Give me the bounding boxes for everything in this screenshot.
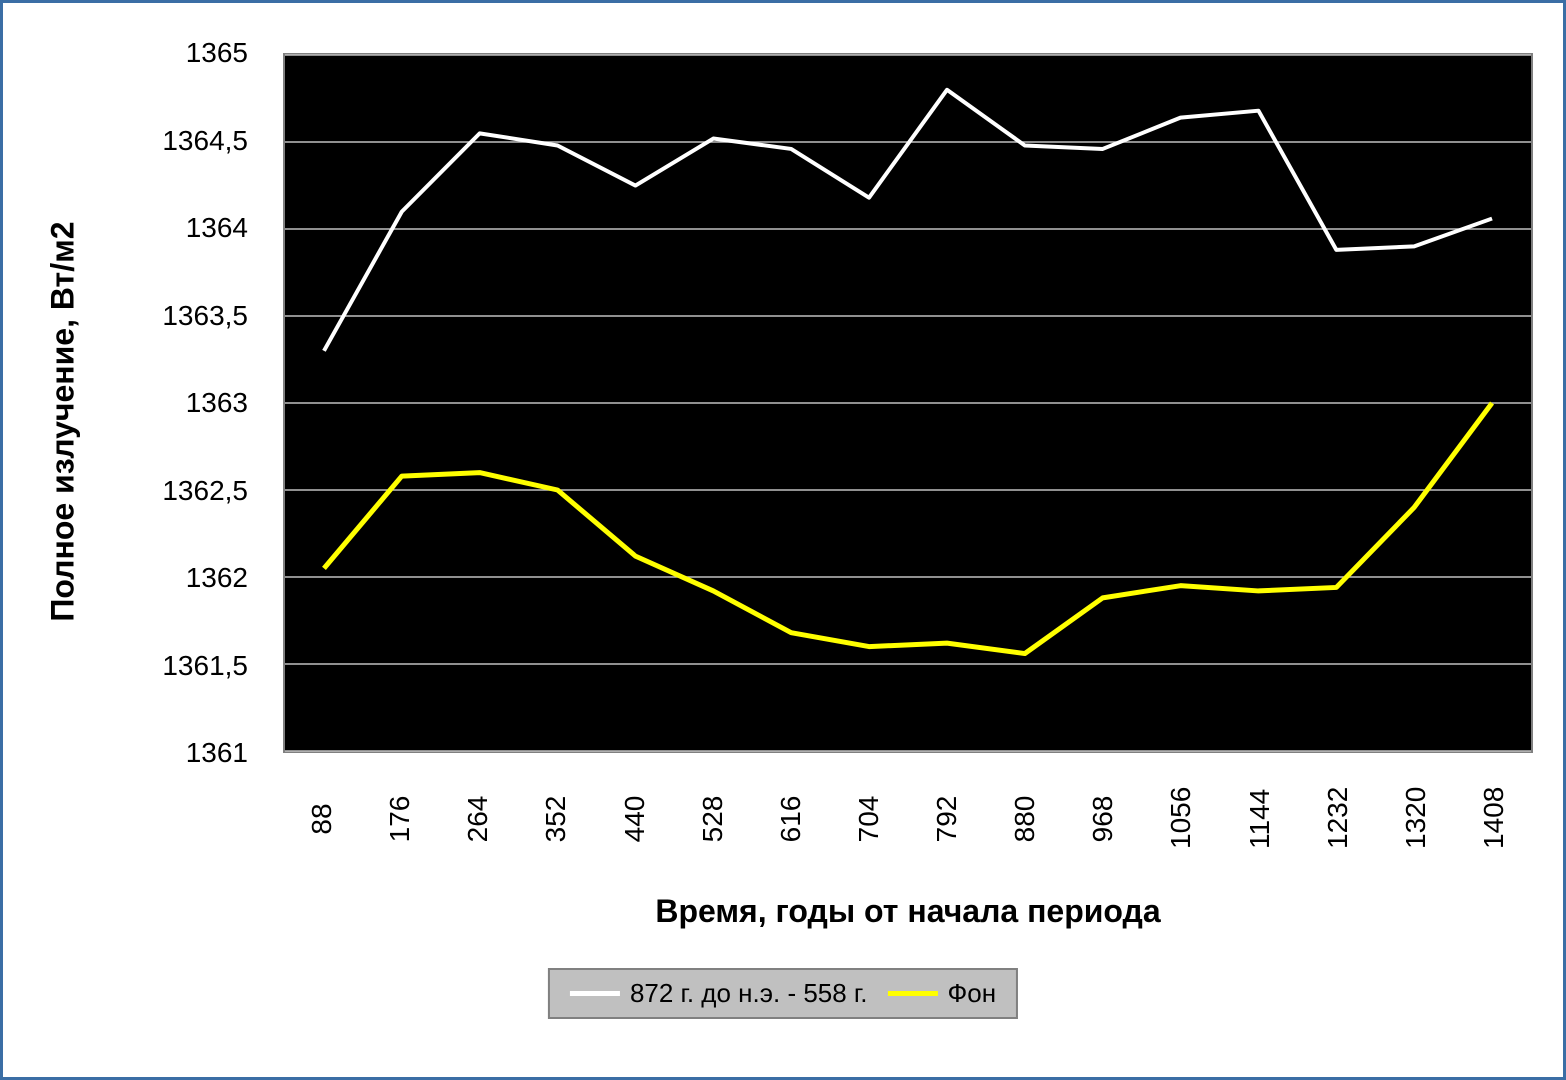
y-tick-label: 1361 [128, 737, 248, 769]
x-tick-label: 1320 [1400, 789, 1432, 849]
y-tick-label: 1362,5 [128, 475, 248, 507]
y-tick-label: 1363 [128, 387, 248, 419]
x-axis-title: Время, годы от начала периода [283, 893, 1533, 930]
legend: 872 г. до н.э. - 558 г. Фон [548, 968, 1018, 1019]
x-tick-label: 1408 [1478, 789, 1510, 849]
legend-label-series1: 872 г. до н.э. - 558 г. [630, 978, 868, 1009]
y-tick-label: 1362 [128, 562, 248, 594]
x-tick-label: 1144 [1244, 789, 1276, 849]
x-tick-label: 88 [306, 789, 338, 849]
x-tick-label: 1232 [1322, 789, 1354, 849]
x-tick-label: 792 [931, 789, 963, 849]
y-tick-label: 1361,5 [128, 650, 248, 682]
x-tick-label: 704 [853, 789, 885, 849]
x-tick-label: 1056 [1165, 789, 1197, 849]
y-tick-label: 1363,5 [128, 300, 248, 332]
legend-swatch-series1 [570, 991, 620, 996]
x-tick-label: 880 [1009, 789, 1041, 849]
y-tick-label: 1364,5 [128, 125, 248, 157]
x-tick-label: 440 [619, 789, 651, 849]
series-line-1 [324, 403, 1492, 654]
legend-label-series2: Фон [947, 978, 996, 1009]
series-lines [324, 90, 1492, 654]
legend-swatch-series2 [887, 991, 937, 996]
series-line-0 [324, 90, 1492, 351]
chart-inner: Полное излучение, Вт/м2 1361 1361,5 1362 13… [23, 23, 1543, 1057]
x-tick-label: 352 [540, 789, 572, 849]
plot-area [283, 53, 1533, 753]
legend-item-series1: 872 г. до н.э. - 558 г. [570, 978, 868, 1009]
y-tick-label: 1364 [128, 212, 248, 244]
y-axis-title: Полное излучение, Вт/м2 [45, 221, 82, 621]
x-tick-label: 968 [1087, 789, 1119, 849]
chart-svg [285, 55, 1531, 751]
x-tick-label: 264 [462, 789, 494, 849]
x-tick-label: 528 [697, 789, 729, 849]
chart-container: Полное излучение, Вт/м2 1361 1361,5 1362 13… [0, 0, 1566, 1080]
y-tick-label: 1365 [128, 37, 248, 69]
x-tick-label: 176 [384, 789, 416, 849]
x-tick-label: 616 [775, 789, 807, 849]
legend-item-series2: Фон [887, 978, 996, 1009]
